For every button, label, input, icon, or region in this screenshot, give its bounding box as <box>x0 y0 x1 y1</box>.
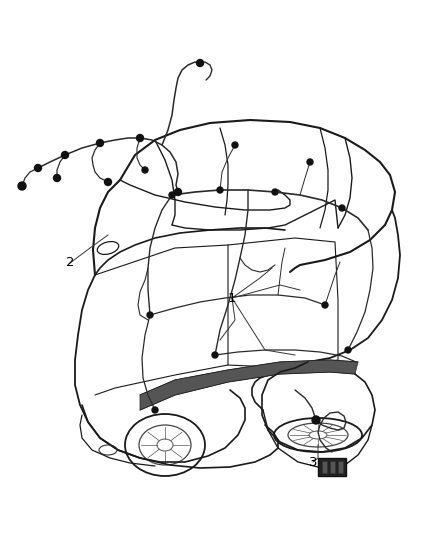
Circle shape <box>312 416 320 424</box>
Circle shape <box>18 182 26 190</box>
Circle shape <box>105 179 112 185</box>
Circle shape <box>339 205 345 211</box>
Circle shape <box>169 192 175 198</box>
Text: 2: 2 <box>66 256 74 270</box>
Circle shape <box>307 159 313 165</box>
Circle shape <box>217 187 223 193</box>
Text: 1: 1 <box>228 292 236 304</box>
Circle shape <box>137 134 144 141</box>
Circle shape <box>272 189 278 195</box>
Circle shape <box>147 312 153 318</box>
Circle shape <box>152 407 158 413</box>
Circle shape <box>212 352 218 358</box>
Circle shape <box>142 167 148 173</box>
Circle shape <box>345 347 351 353</box>
Circle shape <box>322 302 328 308</box>
Polygon shape <box>140 360 358 410</box>
Bar <box>318 458 346 476</box>
Circle shape <box>197 60 204 67</box>
Circle shape <box>53 174 60 182</box>
Circle shape <box>96 140 103 147</box>
Circle shape <box>35 165 42 172</box>
Text: 3: 3 <box>309 456 317 469</box>
Bar <box>322 461 327 473</box>
Circle shape <box>232 142 238 148</box>
Bar <box>338 461 343 473</box>
Circle shape <box>174 189 181 196</box>
Circle shape <box>61 151 68 158</box>
Bar <box>330 461 335 473</box>
